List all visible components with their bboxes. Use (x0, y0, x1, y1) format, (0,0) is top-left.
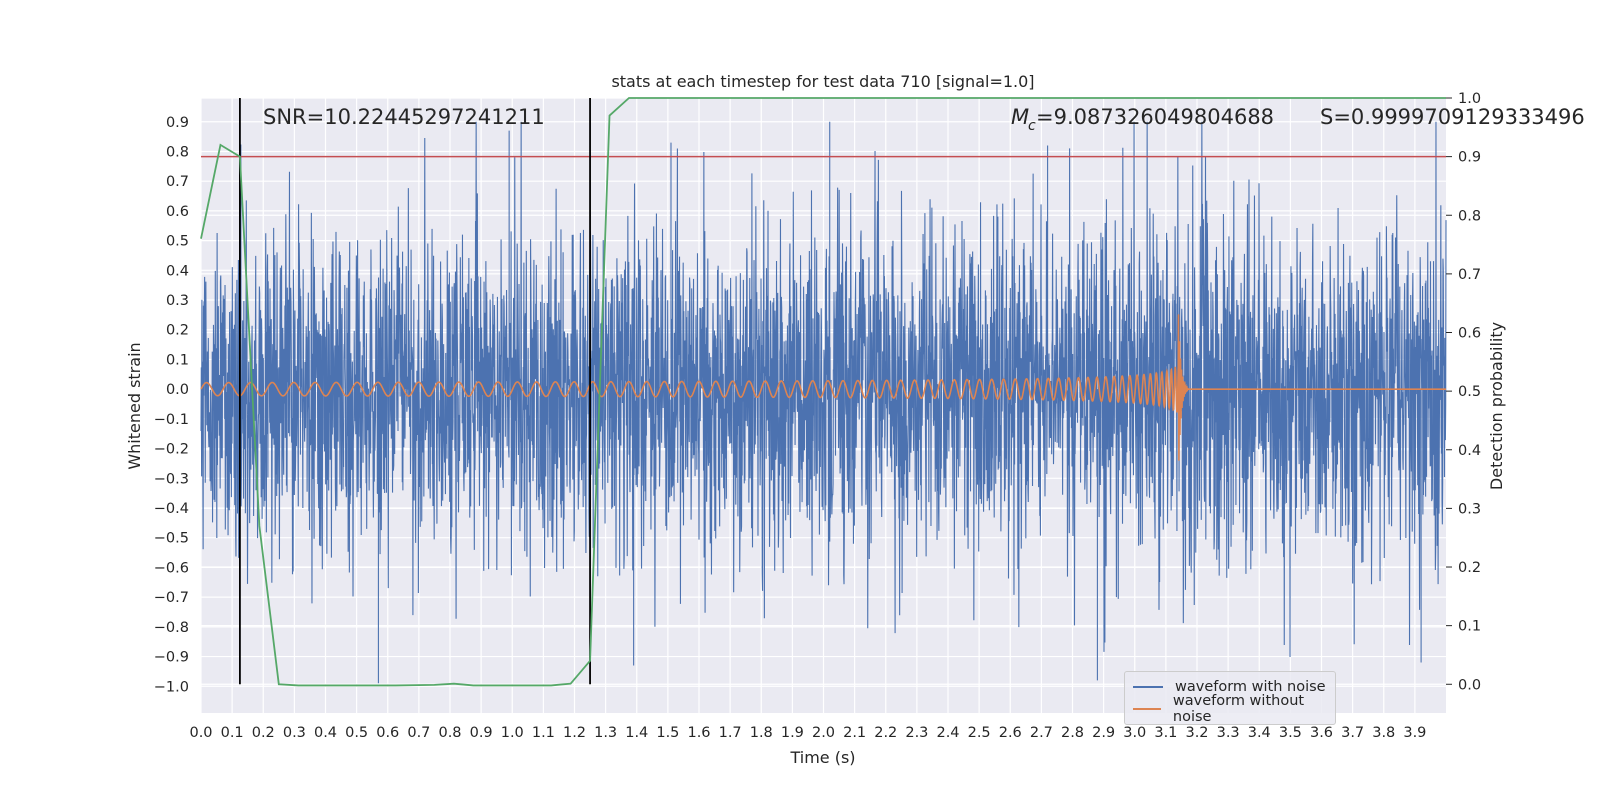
x-tick-label: 3.8 (1372, 725, 1395, 741)
x-tick-label: 0.0 (189, 725, 212, 741)
y2-tick-label: 0.7 (1458, 267, 1481, 283)
x-tick-label: 3.3 (1217, 725, 1240, 741)
x-tick-label: 2.3 (905, 725, 928, 741)
chirp-mass-value: =9.087326049804688 (1036, 105, 1274, 129)
y2-axis-label: Detection probability (1487, 322, 1506, 490)
x-tick-label: 3.1 (1154, 725, 1177, 741)
x-tick-label: 3.7 (1341, 725, 1364, 741)
y-axis-label: Whitened strain (125, 342, 144, 469)
x-tick-label: 2.1 (843, 725, 866, 741)
y-tick-label: −0.1 (154, 412, 189, 428)
reference-lines (201, 98, 1446, 685)
legend-label-clean: waveform without noise (1172, 693, 1305, 725)
y-tick-label: −0.3 (154, 471, 189, 487)
ticks: 0.0 0.1 0.2 0.3 0.4 0.5 0.6 0.7 0.8 0.9 1.0 1.1 1.2 1… (154, 91, 1481, 741)
x-tick-label: 3.4 (1248, 725, 1271, 741)
y2-tick-label: 0.0 (1458, 677, 1481, 693)
x-axis-label: Time (s) (789, 748, 855, 767)
snr-annotation: SNR=10.22445297241211 (263, 105, 545, 129)
x-tick-label: 0.2 (252, 725, 275, 741)
x-tick-label: 3.9 (1403, 725, 1426, 741)
y-tick-label: −1.0 (154, 679, 189, 695)
y-tick-label: 0.4 (166, 263, 189, 279)
noise-series (200, 121, 1447, 684)
y2-tick-label: 0.9 (1458, 150, 1481, 166)
x-tick-label: 0.1 (221, 725, 244, 741)
x-tick-label: 1.0 (501, 725, 524, 741)
y-tick-label: 0.3 (166, 293, 189, 309)
y2-tick-label: 0.1 (1458, 619, 1481, 635)
y-tick-label: −0.4 (154, 501, 189, 517)
legend-label-noise: waveform with noise (1175, 679, 1326, 695)
x-tick-label: 1.1 (532, 725, 555, 741)
chirp-mass-symbol: M (1011, 105, 1029, 129)
y-tick-label: 0.1 (166, 352, 189, 368)
y-tick-label: −0.2 (154, 442, 189, 458)
y-tick-label: −0.5 (154, 531, 189, 547)
x-tick-label: 0.7 (407, 725, 430, 741)
y2-tick-label: 0.6 (1458, 326, 1481, 342)
chirp-series (200, 314, 1446, 461)
y2-tick-label: 0.2 (1458, 560, 1481, 576)
y2-tick-label: 0.8 (1458, 208, 1481, 224)
noise-waveform-line (200, 121, 1447, 684)
y2-tick-label: 0.4 (1458, 443, 1481, 459)
x-tick-label: 3.6 (1310, 725, 1333, 741)
detection-probability-line (200, 97, 1446, 687)
x-tick-label: 1.9 (781, 725, 804, 741)
legend-swatch-clean (1133, 708, 1161, 710)
y-tick-label: 0.5 (166, 234, 189, 250)
clean-waveform-line (200, 314, 1446, 461)
x-tick-label: 2.2 (874, 725, 897, 741)
x-tick-label: 3.2 (1185, 725, 1208, 741)
chirp-mass-subscript: c (1028, 118, 1036, 134)
y2-tick-label: 0.3 (1458, 501, 1481, 517)
x-tick-label: 3.0 (1123, 725, 1146, 741)
x-tick-label: 1.7 (719, 725, 742, 741)
x-tick-label: 2.0 (812, 725, 835, 741)
y-tick-label: 0.8 (166, 144, 189, 160)
x-tick-label: 1.3 (594, 725, 617, 741)
y-tick-label: −0.8 (154, 620, 189, 636)
x-tick-label: 0.6 (376, 725, 399, 741)
legend-entry-clean: waveform without noise (1133, 693, 1335, 725)
x-tick-label: 1.2 (563, 725, 586, 741)
y-tick-label: 0.7 (166, 174, 189, 190)
x-tick-label: 0.5 (345, 725, 368, 741)
significance-annotation: S=0.9999709129333496 (1320, 105, 1585, 129)
y-tick-label: −0.7 (154, 590, 189, 606)
x-tick-label: 3.5 (1279, 725, 1302, 741)
x-tick-label: 2.5 (968, 725, 991, 741)
x-tick-label: 1.8 (750, 725, 773, 741)
x-tick-label: 2.9 (1092, 725, 1115, 741)
x-tick-label: 0.8 (438, 725, 461, 741)
x-tick-label: 2.6 (999, 725, 1022, 741)
y2-tick-label: 1.0 (1458, 91, 1481, 107)
y-tick-label: 0.9 (166, 115, 189, 131)
x-tick-label: 0.4 (314, 725, 337, 741)
x-tick-label: 0.3 (283, 725, 306, 741)
y-tick-label: −0.6 (154, 560, 189, 576)
x-tick-label: 2.7 (1030, 725, 1053, 741)
legend-entry-noise: waveform with noise (1133, 677, 1326, 697)
chirp-mass-annotation: M c =9.087326049804688 (1011, 105, 1274, 134)
y-tick-label: 0.6 (166, 204, 189, 220)
y-tick-label: 0.2 (166, 323, 189, 339)
x-tick-label: 2.8 (1061, 725, 1084, 741)
legend-swatch-noise (1133, 686, 1163, 688)
probability-series (200, 97, 1446, 687)
legend: waveform with noise waveform without noi… (1124, 671, 1336, 725)
x-tick-label: 1.6 (687, 725, 710, 741)
x-tick-label: 1.4 (625, 725, 648, 741)
y-tick-label: −0.9 (154, 650, 189, 666)
y2-tick-label: 0.5 (1458, 384, 1481, 400)
chart-title: stats at each timestep for test data 710… (611, 72, 1034, 91)
x-tick-label: 0.9 (470, 725, 493, 741)
x-tick-label: 1.5 (656, 725, 679, 741)
y-tick-label: 0.0 (166, 382, 189, 398)
x-tick-label: 2.4 (936, 725, 959, 741)
